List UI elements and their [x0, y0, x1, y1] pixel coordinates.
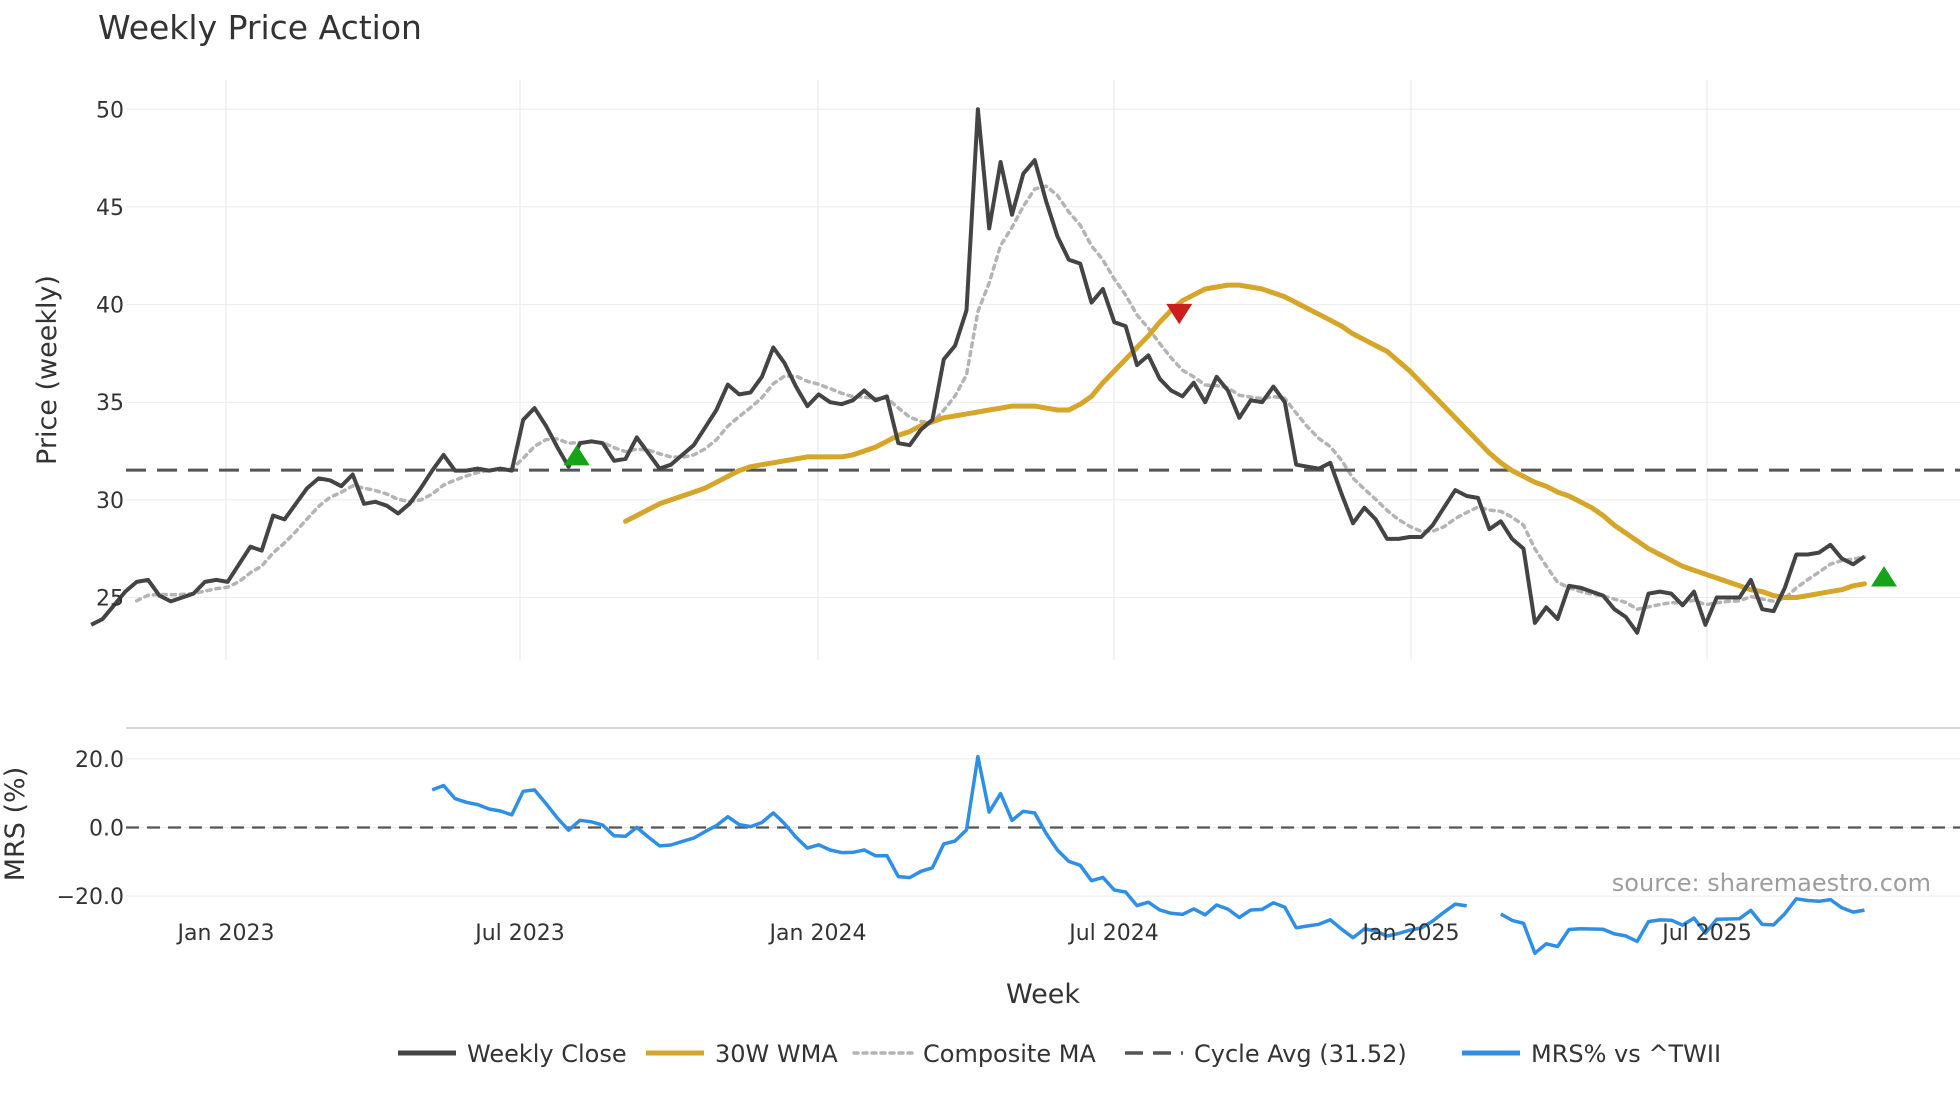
price-grid — [126, 80, 1960, 660]
price-y-tick-label: 30 — [96, 489, 124, 514]
price-y-tick-label: 35 — [96, 391, 124, 416]
x-tick-label: Jul 2023 — [473, 921, 565, 946]
x-tick-label: Jan 2024 — [768, 921, 867, 946]
price-y-tick-label: 45 — [96, 196, 124, 221]
price-y-tick-label: 40 — [96, 294, 124, 319]
sell-signal-marker — [1166, 303, 1193, 325]
mrs-y-tick-label: 0.0 — [89, 817, 124, 842]
legend-label: Composite MA — [923, 1040, 1096, 1068]
price-y-tick-label: 25 — [96, 587, 124, 612]
ticks-layer: 25 30 35 40 45 50 −20.0 0.0 20.0 Jan 2023 Jul 2023… — [57, 98, 1752, 946]
legend-label: MRS% vs ^TWII — [1531, 1040, 1721, 1068]
legend-label: Weekly Close — [467, 1040, 627, 1068]
buy-signal-marker — [1871, 566, 1898, 587]
mrs-y-tick-label: 20.0 — [75, 748, 124, 773]
mrs-y-axis-title: MRS (%) — [0, 767, 31, 882]
legend-label: 30W WMA — [715, 1040, 838, 1068]
weekly-close-line — [90, 107, 1866, 635]
series-layer — [90, 107, 1960, 955]
x-tick-label: Jul 2025 — [1660, 921, 1752, 946]
buy-signal-marker — [563, 445, 590, 466]
x-tick-label: Jan 2023 — [176, 921, 275, 946]
chart-title: Weekly Price Action — [98, 8, 422, 47]
price-y-tick-label: 50 — [96, 98, 124, 123]
legend: Weekly Close 30W WMA Composite MA Cycle Avg… — [398, 1040, 1721, 1068]
watermark: source: sharemaestro.com — [1612, 869, 1931, 897]
composite-ma-line — [134, 184, 1867, 612]
price-y-axis-title: Price (weekly) — [32, 275, 63, 465]
wma-30w-line — [623, 282, 1867, 600]
x-tick-label: Jul 2024 — [1067, 921, 1159, 946]
mrs-line — [431, 754, 1467, 940]
mrs-y-tick-label: −20.0 — [57, 885, 124, 910]
mrs-line — [1499, 897, 1865, 955]
legend-label: Cycle Avg (31.52) — [1194, 1040, 1407, 1068]
signals-layer — [563, 303, 1898, 587]
x-tick-label: Jan 2025 — [1361, 921, 1460, 946]
x-axis-title: Week — [1006, 979, 1080, 1010]
